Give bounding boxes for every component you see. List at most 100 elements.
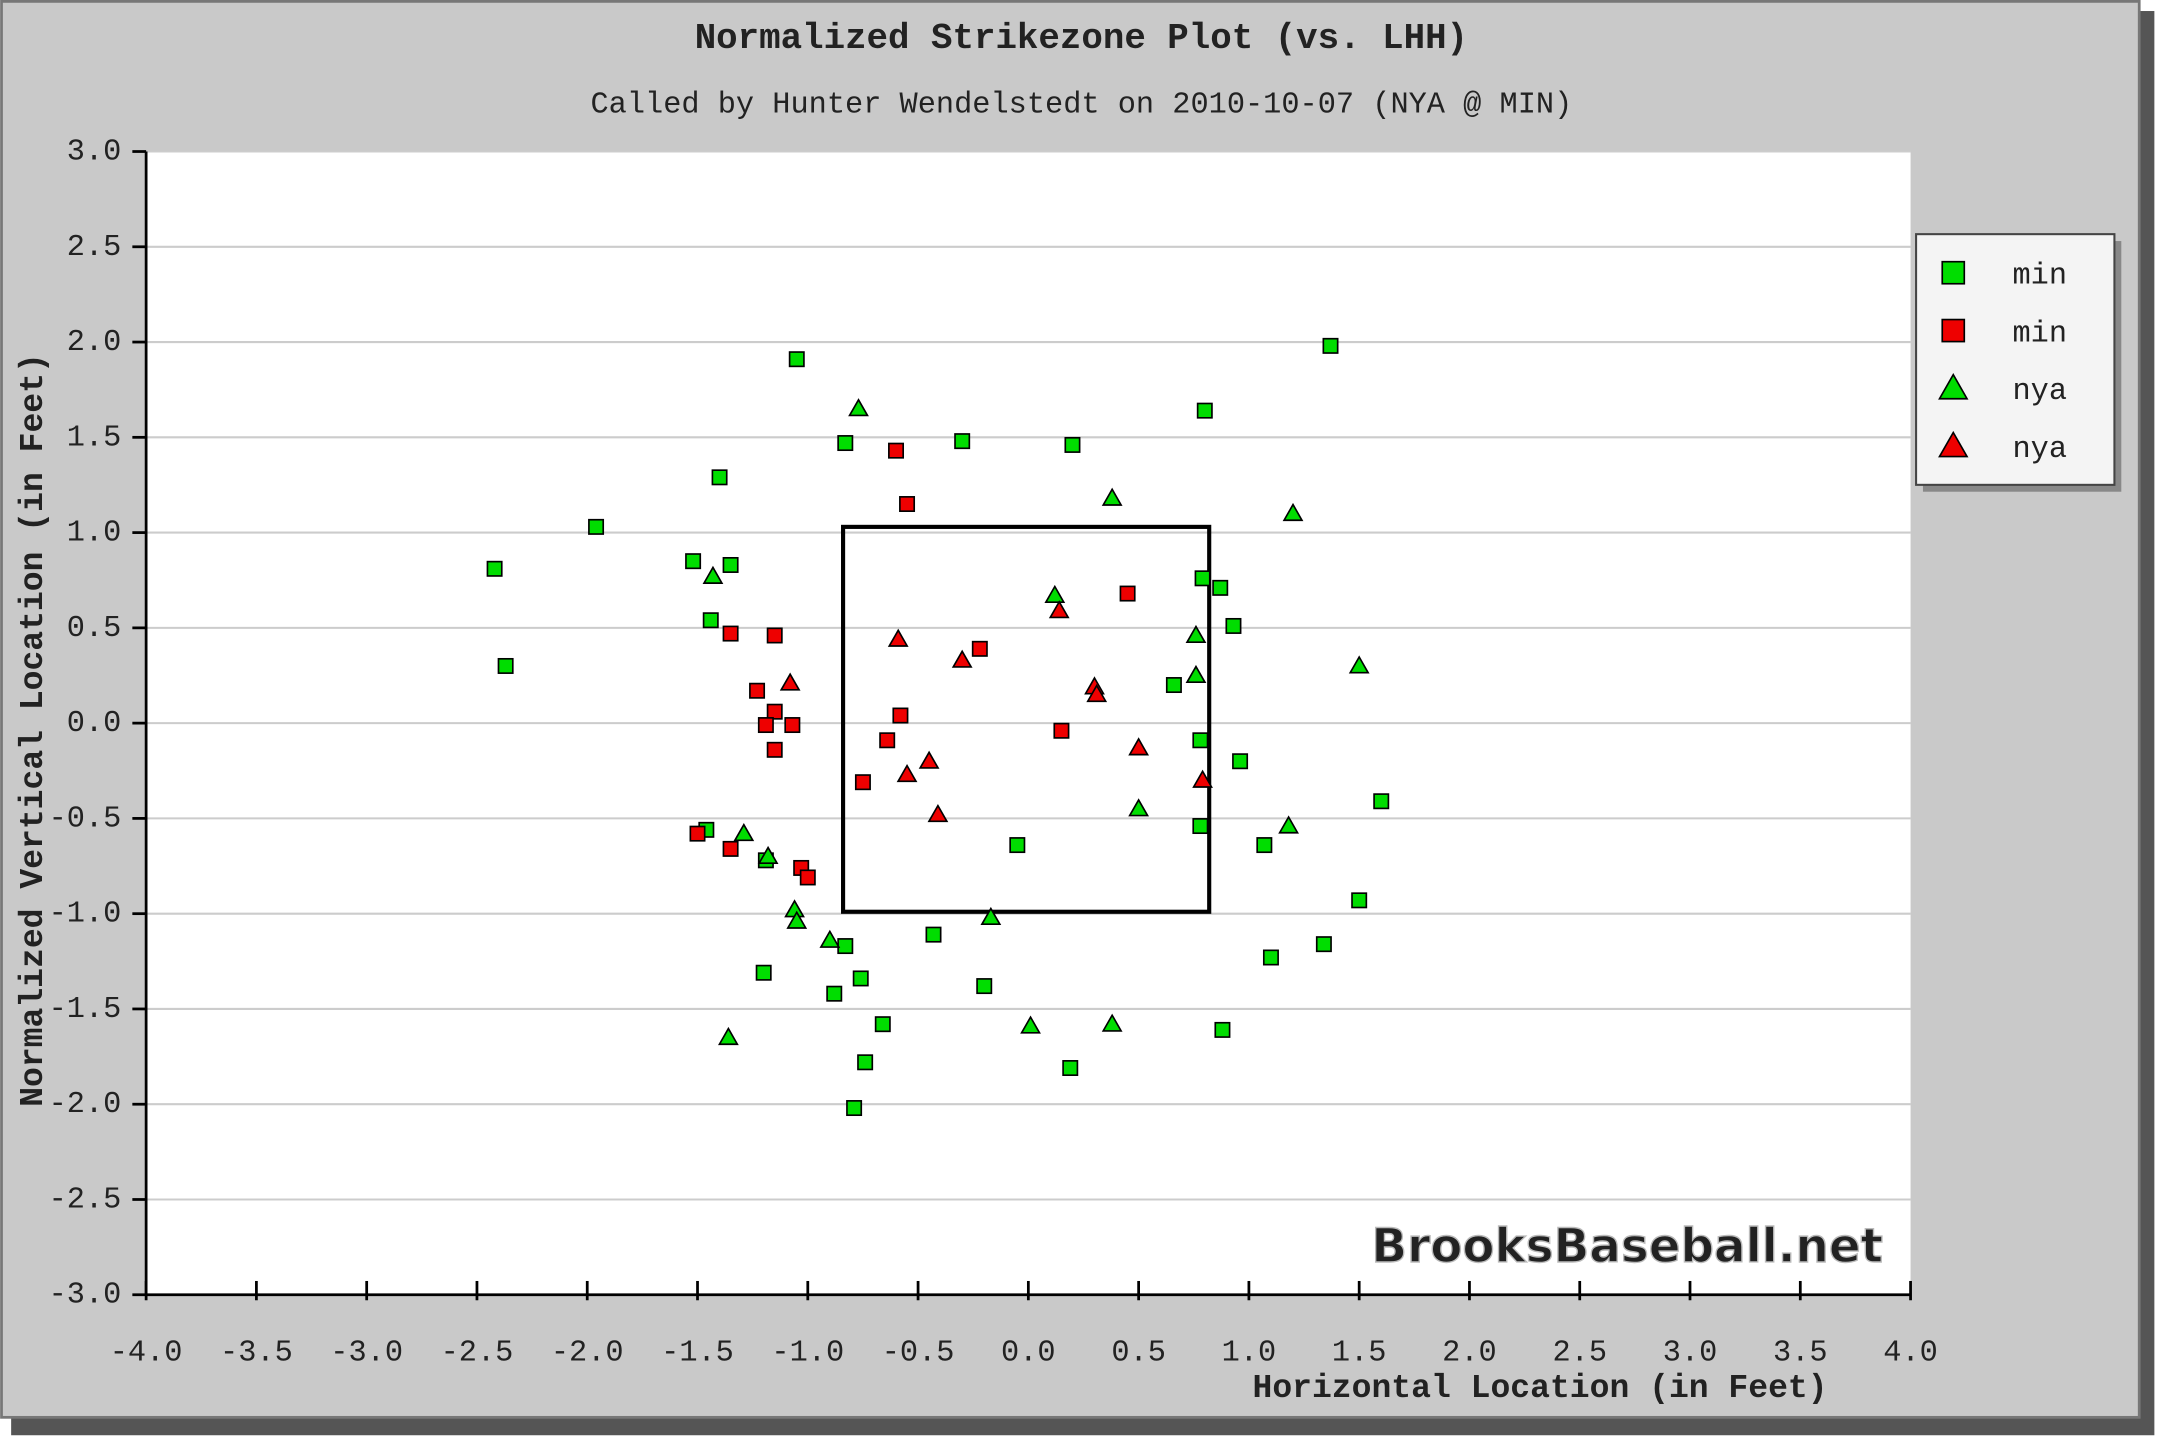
- point: [1212, 579, 1229, 596]
- legend-marker: [1938, 430, 1969, 458]
- x-tick-label: 3.5: [1773, 1337, 1828, 1371]
- x-tick-label: 0.0: [1001, 1337, 1056, 1371]
- point: [854, 774, 871, 791]
- point: [971, 640, 988, 657]
- legend-marker: [1941, 260, 1966, 285]
- point: [1322, 337, 1339, 354]
- point: [951, 649, 973, 668]
- chart-subtitle: Called by Hunter Wendelstedt on 2010-10-…: [590, 89, 1572, 123]
- y-tick-label: 0.5: [67, 612, 122, 646]
- point: [1062, 1060, 1079, 1076]
- y-tick-label: -1.0: [49, 898, 122, 932]
- y-tick-label: 3.0: [67, 136, 122, 170]
- x-tick-label: -2.5: [441, 1337, 514, 1371]
- point: [486, 560, 503, 577]
- chart-title: Normalized Strikezone Plot (vs. LHH): [695, 18, 1468, 59]
- x-tick-label: 1.0: [1222, 1337, 1277, 1371]
- point: [1165, 677, 1182, 694]
- x-tick-label: -3.0: [330, 1337, 403, 1371]
- y-axis-label: Normalized Vertical Location (in Feet): [14, 353, 52, 1107]
- x-tick-label: -3.5: [220, 1337, 293, 1371]
- legend-label: min: [2012, 259, 2067, 293]
- point: [954, 433, 971, 450]
- x-tick-label: 2.0: [1442, 1337, 1497, 1371]
- point: [848, 398, 869, 417]
- point: [846, 1100, 863, 1117]
- x-tick-label: -1.0: [771, 1337, 844, 1371]
- x-tick-label: 2.5: [1552, 1337, 1607, 1371]
- point: [588, 518, 605, 535]
- point: [892, 707, 909, 724]
- y-tick-label: -2.0: [49, 1088, 122, 1122]
- point: [1048, 600, 1070, 619]
- point: [766, 627, 783, 644]
- x-tick-label: 1.5: [1332, 1337, 1387, 1371]
- point: [757, 717, 774, 734]
- point: [1044, 584, 1066, 604]
- point: [1128, 798, 1150, 817]
- point: [1086, 683, 1108, 703]
- y-tick-label: 2.5: [67, 231, 122, 265]
- point: [1185, 664, 1207, 684]
- point: [766, 703, 783, 720]
- point: [976, 978, 993, 995]
- y-tick-label: -0.5: [49, 802, 122, 836]
- point: [779, 672, 801, 691]
- point: [1351, 892, 1368, 909]
- strike-zone: [841, 524, 1212, 914]
- legend-marker: [1941, 318, 1966, 343]
- point: [1315, 936, 1332, 953]
- point: [1214, 1021, 1231, 1038]
- y-tick-label: 0.0: [67, 707, 122, 741]
- y-tick-label: 1.5: [67, 421, 122, 455]
- point: [1225, 617, 1242, 634]
- point: [1101, 1013, 1123, 1032]
- watermark: BrooksBaseball.net: [1371, 1220, 1883, 1274]
- point: [722, 625, 739, 642]
- x-tick-label: -0.5: [882, 1337, 955, 1371]
- point: [497, 657, 514, 674]
- point: [784, 717, 801, 734]
- y-tick-label: -3.0: [49, 1279, 122, 1313]
- point: [1192, 818, 1209, 835]
- point: [718, 1026, 739, 1046]
- point: [1101, 487, 1123, 506]
- point: [899, 496, 916, 513]
- point: [1232, 753, 1249, 770]
- point: [837, 435, 854, 452]
- point: [1053, 722, 1070, 739]
- point: [711, 469, 728, 486]
- point: [1196, 402, 1213, 419]
- y-tick-label: 1.0: [67, 517, 122, 551]
- point: [819, 929, 841, 948]
- x-tick-label: 3.0: [1663, 1337, 1718, 1371]
- point: [857, 1054, 874, 1071]
- point: [702, 565, 724, 584]
- point: [1185, 624, 1207, 644]
- x-tick-label: -4.0: [110, 1337, 183, 1371]
- y-tick-label: -1.5: [49, 993, 122, 1027]
- point: [1256, 837, 1273, 854]
- point: [826, 985, 843, 1002]
- point: [1192, 769, 1213, 788]
- point: [722, 556, 739, 573]
- x-tick-label: -1.5: [661, 1337, 734, 1371]
- point: [1064, 436, 1081, 453]
- legend-label: min: [2012, 317, 2067, 351]
- point: [757, 845, 779, 865]
- point: [788, 351, 805, 368]
- point: [927, 803, 949, 823]
- point: [896, 763, 918, 783]
- point: [1348, 655, 1370, 674]
- plot-layer: -3.0 -2.5 -2.0 -1.5 -1.0 -0.5 0.0 0.5 1.0 1.5 2.0 2…: [49, 136, 2122, 1371]
- point: [1278, 815, 1299, 834]
- point: [852, 970, 869, 987]
- point: [1020, 1015, 1041, 1034]
- x-tick-label: 4.0: [1883, 1337, 1938, 1371]
- point: [888, 442, 905, 459]
- point: [879, 732, 896, 749]
- y-tick-label: 2.0: [67, 326, 122, 360]
- x-tick-label: 0.5: [1111, 1337, 1166, 1371]
- point: [749, 682, 766, 699]
